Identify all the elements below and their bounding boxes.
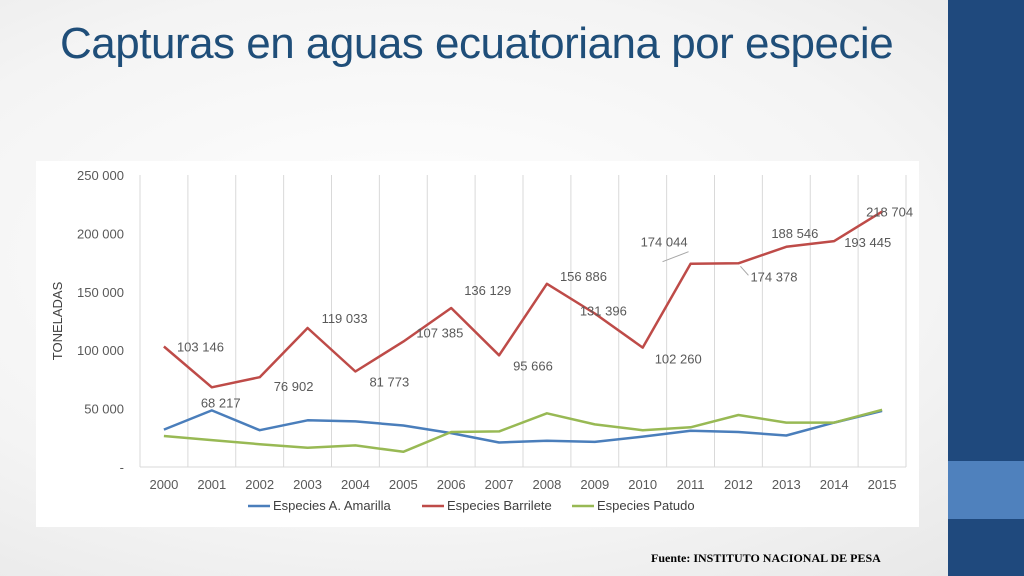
y-tick-label: 200 000 bbox=[77, 226, 124, 241]
slide-title: Capturas en aguas ecuatoriana por especi… bbox=[60, 19, 894, 68]
data-label: 81 773 bbox=[369, 374, 409, 389]
data-label: 76 902 bbox=[274, 379, 314, 394]
x-tick-label: 2007 bbox=[485, 477, 514, 492]
y-axis-title: TONELADAS bbox=[50, 281, 65, 360]
x-tick-label: 2015 bbox=[868, 477, 897, 492]
data-label: 103 146 bbox=[177, 340, 224, 355]
data-label: 102 260 bbox=[655, 352, 702, 367]
x-tick-label: 2003 bbox=[293, 477, 322, 492]
y-tick-label: 100 000 bbox=[77, 343, 124, 358]
data-label: 107 385 bbox=[416, 326, 463, 341]
legend-entry: Especies A. Amarilla bbox=[273, 498, 392, 513]
x-tick-label: 2013 bbox=[772, 477, 801, 492]
data-label: 119 033 bbox=[322, 311, 368, 326]
series-line-especies-a-amarilla bbox=[163, 409, 883, 444]
x-tick-label: 2004 bbox=[341, 477, 370, 492]
data-label: 68 217 bbox=[201, 395, 241, 410]
x-tick-label: 2012 bbox=[724, 477, 753, 492]
x-tick-label: 2014 bbox=[820, 477, 849, 492]
data-label: 156 886 bbox=[560, 269, 607, 284]
x-tick-label: 2010 bbox=[628, 477, 657, 492]
data-label: 174 378 bbox=[750, 269, 797, 284]
label-leader-line bbox=[662, 251, 689, 263]
y-tick-label: 150 000 bbox=[77, 285, 124, 300]
x-tick-label: 2001 bbox=[197, 477, 226, 492]
data-label: 193 445 bbox=[844, 235, 891, 250]
series-line-especies-patudo bbox=[163, 408, 883, 454]
data-label: 131 396 bbox=[580, 304, 627, 319]
x-tick-label: 2005 bbox=[389, 477, 418, 492]
label-leader-line bbox=[740, 265, 749, 276]
data-label: 136 129 bbox=[464, 283, 511, 298]
data-label: 188 546 bbox=[771, 226, 818, 241]
data-label: 218 704 bbox=[866, 205, 913, 220]
y-tick-label: 50 000 bbox=[84, 402, 124, 417]
data-label: 95 666 bbox=[513, 358, 553, 373]
y-tick-label: 250 000 bbox=[77, 168, 124, 183]
x-tick-label: 2008 bbox=[532, 477, 561, 492]
legend-entry: Especies Patudo bbox=[597, 498, 695, 513]
x-tick-label: 2000 bbox=[149, 477, 178, 492]
x-tick-label: 2009 bbox=[580, 477, 609, 492]
y-tick-label: - bbox=[120, 460, 124, 475]
series-line-especies-barrilete bbox=[163, 210, 883, 389]
x-tick-label: 2002 bbox=[245, 477, 274, 492]
side-bar-light bbox=[948, 461, 1024, 519]
source-note: Fuente: INSTITUTO NACIONAL DE PESA bbox=[651, 551, 881, 565]
chart-panel: - 50 000 100 000 150 000 200 000 250 000 2000 2… bbox=[36, 161, 919, 527]
legend-entry: Especies Barrilete bbox=[447, 498, 552, 513]
data-label: 174 044 bbox=[641, 235, 688, 250]
line-chart: - 50 000 100 000 150 000 200 000 250 000 2000 2… bbox=[50, 168, 913, 513]
x-tick-label: 2011 bbox=[677, 477, 705, 492]
x-tick-label: 2006 bbox=[437, 477, 466, 492]
